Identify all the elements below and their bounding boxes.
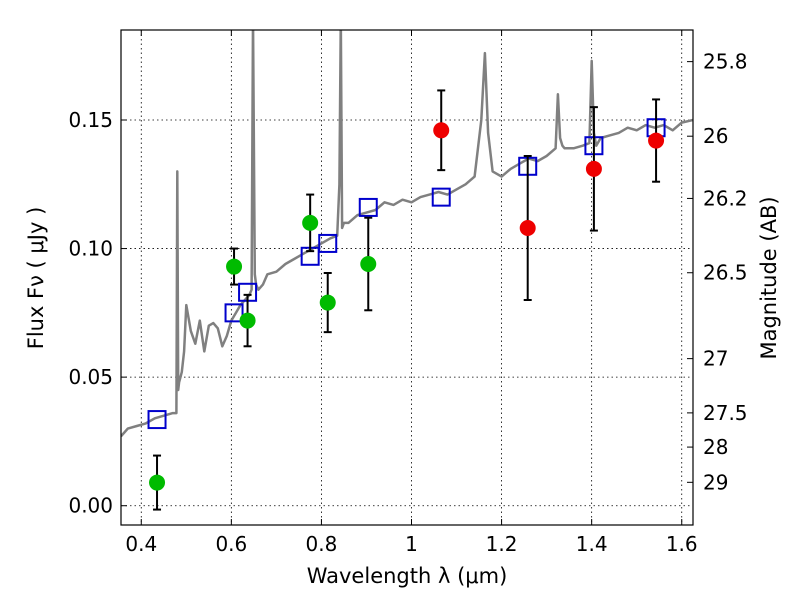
x-tick-label: 1.6: [666, 532, 698, 556]
observed-flux-point: [302, 214, 319, 231]
plot-area: [121, 30, 693, 511]
x-tick-label: 1.4: [576, 532, 608, 556]
right-tick-label: 26.5: [703, 261, 748, 285]
x-tick-label: 0.8: [306, 532, 338, 556]
x-axis-label: Wavelength λ (μm): [307, 564, 508, 588]
model-photometry-square: [224, 303, 244, 323]
right-axis-label: Magnitude (AB): [757, 196, 781, 359]
model-photometry-square: [318, 233, 338, 253]
model-photometry-square: [431, 187, 451, 207]
observed-flux-point: [226, 258, 243, 275]
right-tick-label: 26.2: [703, 186, 748, 210]
y-axis-label: Flux Fν ( μJy ): [24, 207, 48, 350]
y-tick-label: 0.05: [68, 365, 113, 389]
y-tick-label: 0.10: [68, 237, 113, 261]
y-tick-label: 0.15: [68, 108, 113, 132]
x-tick-label: 0.4: [125, 532, 157, 556]
grid-lines: [121, 30, 693, 525]
observed-flux-point: [648, 132, 665, 149]
observed-flux-point: [585, 160, 602, 177]
observed-flux-point: [360, 256, 377, 272]
model-photometry-square: [358, 197, 378, 217]
x-tick-label: 1.2: [486, 532, 518, 556]
observed-flux-point: [149, 474, 166, 491]
observed-flux-point: [519, 220, 536, 236]
right-tick-label: 29: [703, 470, 728, 494]
plot-frame: [120, 29, 694, 526]
model-spectrum-line: [121, 30, 693, 438]
model-photometry-square: [147, 410, 167, 430]
right-tick-label: 27.5: [703, 401, 748, 425]
observed-flux-point: [433, 122, 450, 139]
observed-flux-point: [319, 294, 336, 311]
right-tick-label: 26: [703, 124, 728, 148]
right-tick-label: 27: [703, 347, 728, 371]
y-tick-label: 0.00: [68, 494, 113, 518]
observed-flux-point: [239, 312, 256, 329]
x-tick-label: 0.6: [215, 532, 247, 556]
right-tick-label: 25.8: [703, 50, 748, 74]
x-tick-label: 1: [405, 532, 418, 556]
right-tick-label: 28: [703, 435, 728, 459]
axes: 0.4 0.6 0.8 1 1.2 1.4 1.6 0.00 0.05 0.10 0.15 25.8 2…: [68, 30, 748, 556]
